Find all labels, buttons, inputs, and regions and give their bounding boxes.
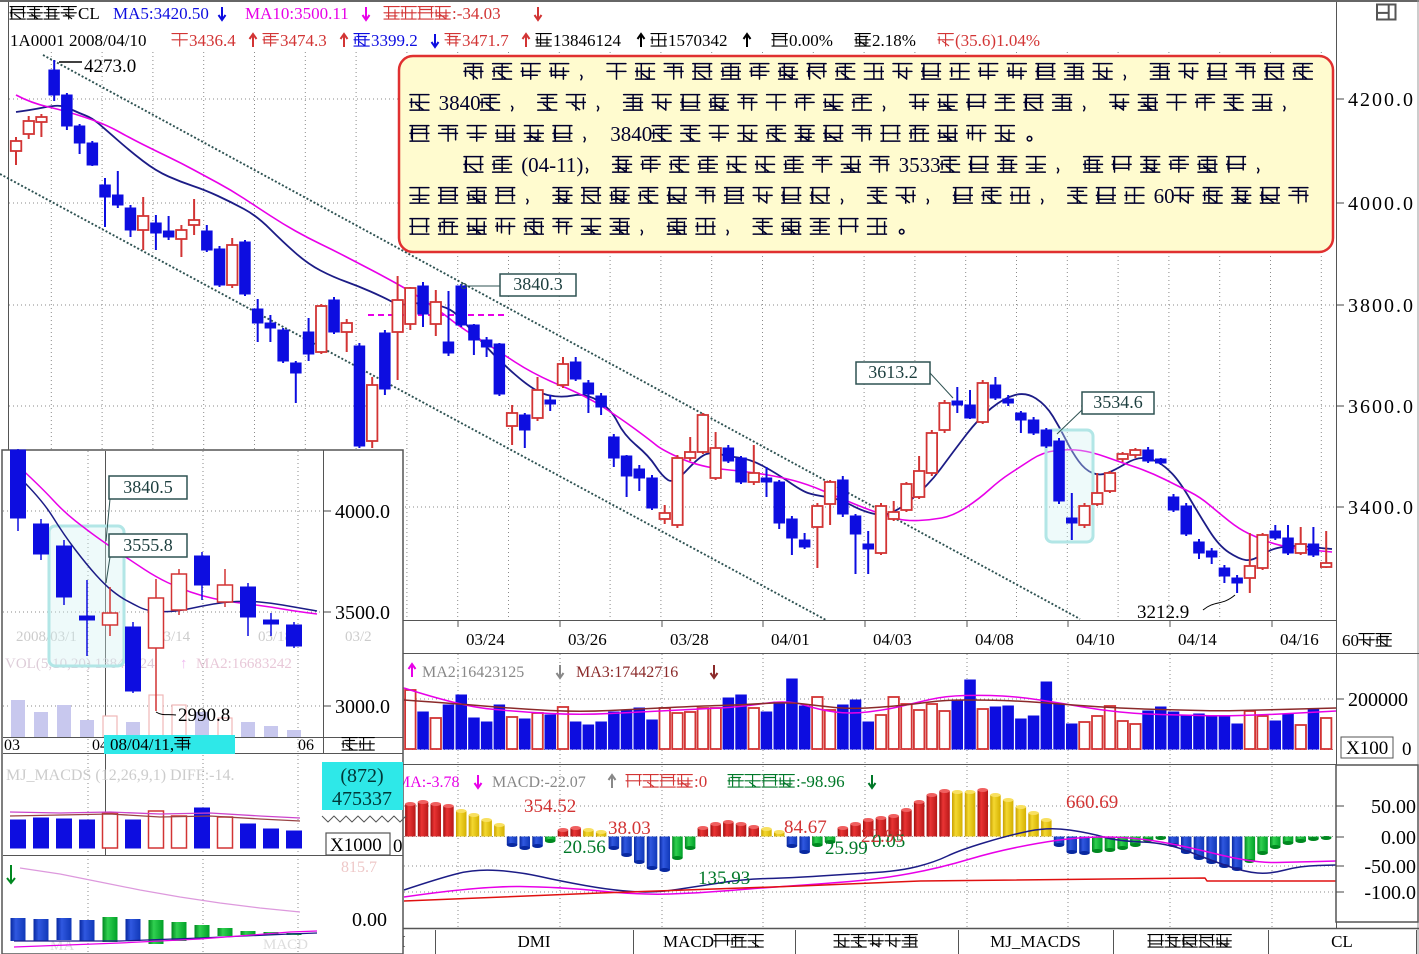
svg-text:0.00: 0.00 — [1381, 827, 1416, 849]
svg-text:3840.3: 3840.3 — [513, 274, 563, 294]
svg-text:03/28: 03/28 — [670, 630, 709, 649]
svg-text:4000.0: 4000.0 — [335, 501, 390, 523]
svg-text:CL: CL — [78, 4, 100, 23]
svg-text:04/14: 04/14 — [1178, 630, 1217, 649]
svg-text:38.03: 38.03 — [608, 818, 651, 839]
svg-text:4273.0: 4273.0 — [84, 56, 136, 77]
svg-text:MA5:3420.50: MA5:3420.50 — [113, 4, 209, 23]
svg-text:-100.0: -100.0 — [1364, 882, 1416, 904]
svg-text:3400.0: 3400.0 — [1348, 497, 1415, 519]
svg-text:3533: 3533 — [899, 153, 941, 177]
svg-text:3471.7: 3471.7 — [462, 31, 509, 50]
svg-text:3399.2: 3399.2 — [371, 31, 418, 50]
svg-text:3555.8: 3555.8 — [123, 535, 173, 555]
svg-text::0: :0 — [694, 772, 707, 791]
svg-text:04/01: 04/01 — [771, 630, 810, 649]
svg-text:2008/03/1: 2008/03/1 — [16, 629, 77, 645]
svg-text:↑: ↑ — [180, 656, 188, 672]
svg-text:03: 03 — [4, 737, 20, 754]
svg-text:25.99: 25.99 — [825, 838, 868, 859]
svg-text:84.67: 84.67 — [784, 817, 827, 838]
svg-text:1570342: 1570342 — [668, 31, 728, 50]
svg-text:MA10:3500.11: MA10:3500.11 — [245, 4, 349, 23]
svg-text:X1000: X1000 — [330, 835, 382, 856]
svg-text:03/24: 03/24 — [466, 630, 505, 649]
svg-text:MJ_MACDS: MJ_MACDS — [990, 932, 1081, 951]
svg-text:3474.3: 3474.3 — [280, 31, 327, 50]
svg-text:03/18: 03/18 — [258, 629, 292, 645]
svg-text:(35.6)1.04%: (35.6)1.04% — [955, 31, 1040, 50]
svg-text:4200.0: 4200.0 — [1348, 89, 1415, 111]
svg-text:VOL(5,10,20) 13846124: VOL(5,10,20) 13846124 — [5, 656, 155, 672]
svg-text:3840: 3840 — [610, 122, 652, 146]
svg-text:MA: MA — [50, 938, 74, 954]
svg-text:20.56: 20.56 — [563, 837, 606, 858]
svg-text:3613.2: 3613.2 — [868, 362, 918, 382]
svg-text:135.93: 135.93 — [698, 868, 750, 889]
svg-text:MA3:17442716: MA3:17442716 — [576, 664, 678, 681]
svg-text:DMI: DMI — [518, 932, 551, 951]
svg-text:06: 06 — [298, 737, 314, 754]
svg-text:04/08: 04/08 — [975, 630, 1014, 649]
svg-text:MACD: MACD — [663, 932, 714, 951]
svg-text::-98.96: :-98.96 — [796, 772, 845, 791]
svg-text:1A0001 2008/04/10: 1A0001 2008/04/10 — [10, 31, 146, 50]
svg-text:3534.6: 3534.6 — [1093, 392, 1143, 412]
svg-text:03/14: 03/14 — [156, 629, 191, 645]
svg-text:(872): (872) — [340, 765, 383, 787]
svg-text:MJ_MACDS (12,26,9,1) DIFF:-14: MJ_MACDS (12,26,9,1) DIFF:-14. — [6, 767, 234, 784]
svg-text:3800.0: 3800.0 — [1348, 295, 1415, 317]
svg-text:04/10: 04/10 — [1076, 630, 1115, 649]
svg-text:815.7: 815.7 — [341, 859, 377, 876]
svg-text:0.05: 0.05 — [872, 831, 905, 852]
svg-text:475337: 475337 — [332, 788, 392, 810]
svg-text:CL: CL — [1331, 932, 1353, 951]
svg-text:03/26: 03/26 — [568, 630, 607, 649]
svg-text:0.00: 0.00 — [352, 909, 387, 931]
svg-text:MACD: MACD — [263, 937, 308, 953]
svg-text:3840: 3840 — [439, 91, 481, 115]
svg-text:200000: 200000 — [1348, 689, 1408, 711]
svg-text:3500.0: 3500.0 — [335, 602, 390, 624]
svg-text:60: 60 — [1342, 631, 1359, 650]
svg-text:3212.9: 3212.9 — [1137, 602, 1189, 623]
svg-text:MA:-3.78: MA:-3.78 — [396, 774, 460, 791]
svg-text:0: 0 — [393, 836, 403, 857]
svg-text:3840.5: 3840.5 — [123, 477, 173, 497]
svg-text:MA2:16683242: MA2:16683242 — [196, 656, 292, 672]
svg-text:354.52: 354.52 — [524, 796, 576, 817]
svg-text:3000.0: 3000.0 — [335, 696, 390, 718]
svg-text:0.00%: 0.00% — [789, 31, 833, 50]
svg-text:3600.0: 3600.0 — [1348, 396, 1415, 418]
svg-text:50.00: 50.00 — [1371, 796, 1416, 818]
svg-text:0: 0 — [1402, 739, 1412, 760]
svg-text:08/04/11,: 08/04/11, — [110, 735, 174, 754]
svg-text:03/2: 03/2 — [345, 629, 372, 645]
svg-text::-34.03: :-34.03 — [452, 4, 501, 23]
svg-text:X100: X100 — [1346, 738, 1388, 759]
svg-text:04/16: 04/16 — [1280, 630, 1319, 649]
svg-text:60: 60 — [1154, 184, 1175, 208]
svg-text:MACD:-22.07: MACD:-22.07 — [492, 774, 586, 791]
svg-text:22.93: 22.93 — [861, 826, 904, 847]
svg-text:4000.0: 4000.0 — [1348, 193, 1415, 215]
svg-text:660.69: 660.69 — [1066, 792, 1118, 813]
svg-text:(04-11): (04-11) — [521, 153, 583, 177]
svg-text:13846124: 13846124 — [553, 31, 622, 50]
svg-text:2990.8: 2990.8 — [178, 705, 230, 726]
svg-text:2.18%: 2.18% — [872, 31, 916, 50]
svg-text:04/03: 04/03 — [873, 630, 912, 649]
svg-text:MA2:16423125: MA2:16423125 — [422, 664, 524, 681]
svg-text:3436.4: 3436.4 — [189, 31, 236, 50]
svg-text:-50.00: -50.00 — [1364, 856, 1416, 878]
